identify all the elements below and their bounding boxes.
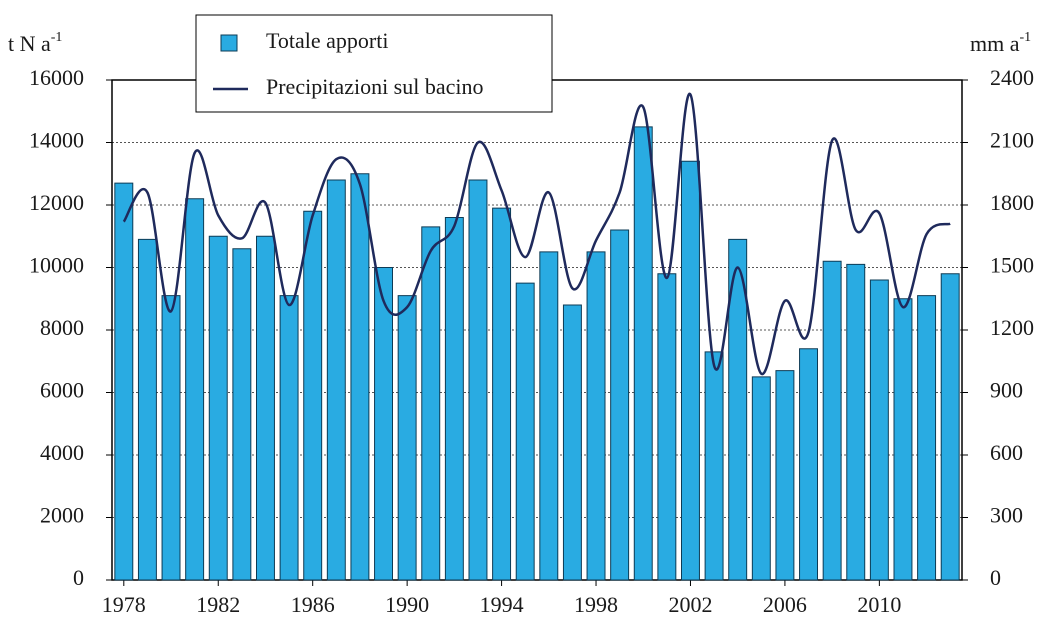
bar (869, 279, 889, 581)
bar (751, 376, 771, 581)
y-tick-label: 12000 (29, 190, 84, 215)
bar (539, 251, 559, 581)
bar (775, 370, 795, 581)
bar (586, 251, 606, 581)
bar (185, 198, 205, 581)
bar (232, 248, 252, 581)
legend-box (195, 14, 553, 113)
bar (893, 298, 913, 581)
y2-tick-label: 600 (990, 440, 1023, 465)
y2-tick-label: 0 (990, 565, 1001, 590)
bar (256, 235, 275, 581)
bar (633, 126, 653, 581)
bar (492, 207, 512, 581)
legend-swatch (220, 34, 238, 52)
bar (137, 238, 157, 581)
y-tick-label: 2000 (40, 503, 84, 528)
bar (161, 295, 181, 581)
bar (846, 263, 866, 581)
bar (515, 282, 535, 581)
y-axis-label: t N a-1 (8, 30, 62, 56)
x-tick-label: 2006 (763, 592, 807, 617)
y2-tick-label: 1200 (990, 315, 1034, 340)
x-tick-label: 2010 (857, 592, 901, 617)
y2-tick-label: 300 (990, 503, 1023, 528)
y2-tick-label: 2100 (990, 128, 1034, 153)
x-tick-label: 1982 (196, 592, 240, 617)
bar (822, 260, 842, 581)
bar (421, 226, 441, 581)
bar (728, 238, 748, 581)
bar (444, 217, 464, 581)
y-tick-label: 10000 (29, 253, 84, 278)
y-tick-label: 14000 (29, 128, 84, 153)
bar (917, 295, 937, 581)
x-tick-label: 1990 (385, 592, 429, 617)
bar (940, 273, 960, 581)
bar (657, 273, 677, 581)
y2-tick-label: 2400 (990, 65, 1034, 90)
x-tick-label: 2002 (668, 592, 712, 617)
legend-label: Totale apporti (266, 28, 388, 53)
bar (610, 229, 630, 581)
bar (350, 173, 370, 581)
bar (397, 295, 417, 581)
bar (681, 160, 700, 581)
x-tick-label: 1998 (574, 592, 618, 617)
bar (208, 235, 228, 581)
y-tick-label: 4000 (40, 440, 84, 465)
x-tick-label: 1978 (102, 592, 146, 617)
y-tick-label: 8000 (40, 315, 84, 340)
legend-label: Precipitazioni sul bacino (266, 74, 484, 99)
y2-tick-label: 900 (990, 378, 1023, 403)
y2-tick-label: 1500 (990, 253, 1034, 278)
bar (799, 348, 818, 581)
line (122, 93, 951, 376)
y2-axis-label: mm a-1 (970, 30, 1031, 56)
bar (303, 210, 323, 581)
y-tick-label: 0 (73, 565, 84, 590)
bar (114, 182, 134, 581)
y-tick-label: 6000 (40, 378, 84, 403)
bar (374, 267, 393, 581)
bar (326, 179, 346, 581)
bar (704, 351, 724, 581)
y2-tick-label: 1800 (990, 190, 1034, 215)
bar (279, 295, 299, 581)
y-tick-label: 16000 (29, 65, 84, 90)
bar (562, 304, 582, 581)
x-tick-label: 1986 (291, 592, 335, 617)
bar (468, 179, 488, 581)
x-tick-label: 1994 (480, 592, 524, 617)
